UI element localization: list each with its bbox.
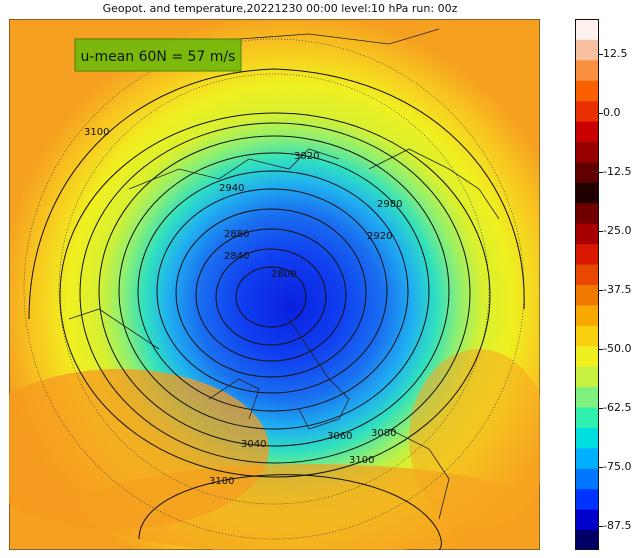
annotation-text: u-mean 60N = 57 m/s xyxy=(81,49,236,65)
contour-line xyxy=(79,122,471,464)
colorbar-segment xyxy=(575,386,599,408)
colorbar-segment xyxy=(575,100,599,122)
colorbar-tick-label: -87.5 xyxy=(603,519,632,533)
coastline xyxy=(388,428,450,520)
coastline xyxy=(208,378,260,420)
contour-line xyxy=(98,135,450,447)
colorbar-segment xyxy=(575,121,599,143)
colorbar-tick-mark xyxy=(599,467,603,469)
contour-label: 3020 xyxy=(294,151,319,162)
colorbar-tick-mark xyxy=(599,349,603,351)
colorbar-segment xyxy=(575,304,599,326)
coastline xyxy=(368,148,500,220)
colorbar-segment xyxy=(575,141,599,163)
colorbar-tick-label: -37.5 xyxy=(603,283,632,297)
contour-line xyxy=(195,228,347,362)
colorbar-tick-mark xyxy=(599,231,603,233)
contour-line xyxy=(118,152,430,430)
contour-label: 2880 xyxy=(224,229,249,240)
coastline xyxy=(288,318,350,430)
colorbar-segment xyxy=(575,59,599,81)
contour-line xyxy=(156,188,388,394)
colorbar-segment xyxy=(575,19,599,40)
colorbar-border xyxy=(575,19,599,550)
colorbar-segment xyxy=(575,407,599,428)
contour-label: 2980 xyxy=(377,199,402,210)
coastline xyxy=(238,28,440,45)
colorbar-segment xyxy=(575,182,599,204)
colorbar-segment xyxy=(575,345,599,367)
warm-region-east xyxy=(409,349,540,529)
colorbar-tick-label: -25.0 xyxy=(603,224,632,238)
contour-label: 3100 xyxy=(349,455,374,466)
coastlines xyxy=(68,28,500,520)
colorbar-segment xyxy=(575,509,599,531)
colorbar-segment xyxy=(575,223,599,245)
contour-label: 2800 xyxy=(271,269,296,280)
colorbar-segment xyxy=(575,488,599,510)
contour-label: 2920 xyxy=(367,231,392,242)
colorbar-tick-label: -50.0 xyxy=(603,342,632,356)
colorbar-segment xyxy=(575,243,599,265)
contour-label: 2840 xyxy=(224,251,249,262)
contour-label: 3040 xyxy=(241,439,266,450)
coastline xyxy=(128,148,340,190)
colorbar-tick-label: -12.5 xyxy=(603,165,632,179)
colorbar-tick-mark xyxy=(599,526,603,528)
contour-label: 3080 xyxy=(371,428,396,439)
contour-line xyxy=(215,248,327,346)
colorbar xyxy=(575,19,599,550)
colorbar-segment xyxy=(575,284,599,306)
colorbar-segment xyxy=(575,447,599,469)
colorbar-segment xyxy=(575,80,599,102)
geopotential-contours xyxy=(28,68,525,550)
contour-label: 3100 xyxy=(209,476,234,487)
coastline xyxy=(68,308,160,350)
colorbar-segment xyxy=(575,161,599,183)
contour-line xyxy=(138,474,442,550)
colorbar-tick-mark xyxy=(599,290,603,292)
colorbar-tick-label: 0.0 xyxy=(603,106,621,120)
colorbar-tick-label: 12.5 xyxy=(603,47,628,61)
annotation-box xyxy=(74,38,242,72)
colorbar-tick-label: -62.5 xyxy=(603,401,632,415)
contour-line xyxy=(137,170,409,412)
polar-stereographic-map: 3100 3020 2940 2980 2920 2880 2840 2800 … xyxy=(9,19,540,550)
colorbar-tick-mark xyxy=(599,113,603,115)
contour-line xyxy=(59,112,491,478)
colorbar-tick-mark xyxy=(599,408,603,410)
colorbar-segment xyxy=(575,468,599,490)
contour-label: 2940 xyxy=(219,183,244,194)
colorbar-segment xyxy=(575,366,599,388)
contour-label: 3100 xyxy=(84,127,109,138)
contour-line xyxy=(175,208,367,378)
contour-line xyxy=(28,68,525,320)
colorbar-segment xyxy=(575,202,599,224)
latitude-circle-middle xyxy=(58,73,490,505)
colorbar-segment xyxy=(575,529,599,550)
colorbar-segment xyxy=(575,264,599,285)
colorbar-tick-mark xyxy=(599,54,603,56)
colorbar-segment xyxy=(575,39,599,61)
colorbar-segment xyxy=(575,427,599,449)
colorbar-segment xyxy=(575,325,599,347)
contour-line xyxy=(235,266,307,328)
colorbar-tick-mark xyxy=(599,172,603,174)
colorbar-tick-label: -75.0 xyxy=(603,460,632,474)
contour-label: 3060 xyxy=(327,431,352,442)
map-title: Geopot. and temperature,20221230 00:00 l… xyxy=(102,2,458,15)
